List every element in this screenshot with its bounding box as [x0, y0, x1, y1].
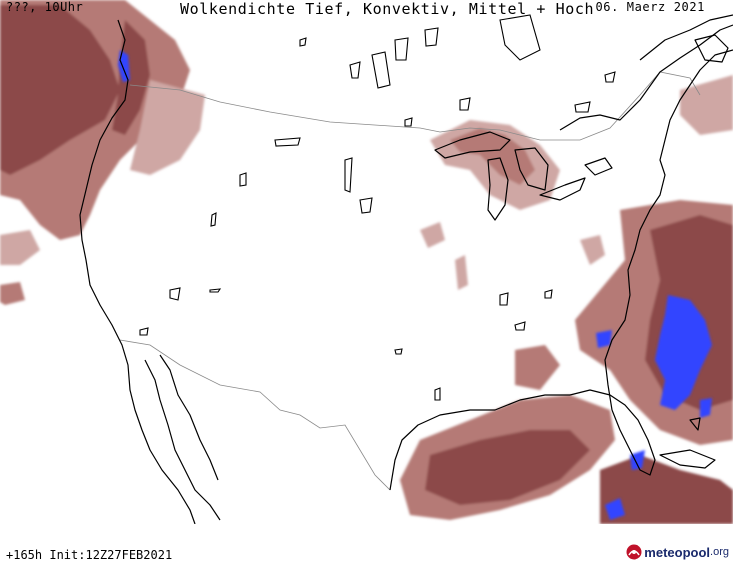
cloud-region-caribbean	[600, 455, 733, 524]
lake-small	[169, 287, 181, 301]
cloud-region-bc-band	[112, 20, 150, 135]
lake-small	[604, 71, 616, 83]
cloud-density-map	[0, 0, 733, 524]
lake-small	[299, 37, 307, 47]
lake-michigan	[487, 157, 509, 221]
logo-tld: .org	[710, 546, 729, 558]
cloud-region-gulf-core	[425, 430, 590, 505]
meteopool-logo-icon	[626, 544, 642, 560]
map-header: ???, 10Uhr Wolkendichte Tief, Konvektiv,…	[0, 0, 733, 20]
borders	[119, 71, 701, 491]
lake-small	[459, 97, 471, 111]
lake-small	[359, 197, 373, 214]
map-title: Wolkendichte Tief, Konvektiv, Mittel + H…	[180, 0, 595, 18]
meteopool-logo[interactable]: meteopool .org	[626, 544, 729, 560]
cloud-region-pac-west	[0, 230, 40, 265]
lake-small	[514, 321, 526, 331]
cloud-peak-atlantic	[655, 295, 712, 410]
lake-small	[209, 288, 222, 293]
cloud-peak-caribbean	[605, 498, 625, 520]
cloud-peak-atlantic-2	[700, 398, 712, 418]
cloud-region-gulf-coast-east	[515, 345, 560, 390]
lake-small	[574, 101, 591, 113]
cloud-region-great-lakes-core	[450, 128, 535, 185]
lake-superior	[434, 131, 511, 159]
coast-pacific	[79, 19, 196, 524]
cloud-region-pac-west-2	[0, 282, 25, 305]
lake-small	[210, 212, 217, 227]
cloud-region-northwest-core	[0, 5, 120, 175]
border-us-mexico	[119, 339, 391, 491]
lake-small	[371, 51, 391, 89]
init-time-label: +165h Init:12Z27FEB2021	[6, 548, 173, 562]
island-newfoundland	[694, 34, 729, 63]
logo-name: meteopool	[644, 544, 711, 560]
cloud-peak-carolina	[596, 330, 612, 348]
lake-small	[424, 27, 439, 47]
map-footer: +165h Init:12Z27FEB2021 meteopool .org	[0, 524, 733, 566]
coast-gulf-florida	[569, 389, 656, 476]
lake-small	[544, 289, 553, 299]
island-bahamas	[689, 417, 701, 431]
lake-small	[344, 157, 353, 193]
border-us-canada	[129, 71, 701, 141]
lake-small	[404, 117, 413, 127]
lake-small	[499, 292, 509, 306]
lake-small	[239, 172, 247, 187]
cloud-region-midwest-patch	[420, 222, 445, 248]
lake-small	[139, 327, 149, 336]
cloud-region-midwest-patch-2	[455, 255, 468, 290]
coast-gulf-of-california	[159, 354, 219, 481]
lake-small	[274, 137, 301, 147]
inland-lakes	[139, 14, 616, 401]
coastlines	[79, 14, 733, 524]
island-cuba	[659, 449, 716, 469]
lake-huron	[514, 147, 549, 191]
coast-canada-east	[559, 24, 733, 131]
coast-mexico-gulf	[389, 394, 570, 491]
lake-small	[434, 387, 441, 401]
lake-small	[499, 14, 541, 61]
cloud-peak-florida	[630, 450, 645, 470]
lake-ontario	[584, 157, 613, 176]
forecast-date-label: 06. Maerz 2021	[595, 0, 705, 14]
cloud-region-appalachian	[580, 235, 605, 265]
forecast-time-label: ???, 10Uhr	[6, 0, 84, 14]
cloud-region-montana	[130, 80, 205, 175]
cloud-fields	[0, 0, 733, 524]
lake-small	[394, 348, 403, 355]
coast-baja	[144, 359, 221, 521]
coast-labrador	[639, 14, 733, 61]
lake-erie	[539, 177, 586, 201]
lake-small	[349, 61, 361, 79]
cloud-region-newfoundland	[680, 75, 733, 135]
coast-atlantic	[604, 49, 733, 411]
lake-small	[394, 37, 409, 61]
